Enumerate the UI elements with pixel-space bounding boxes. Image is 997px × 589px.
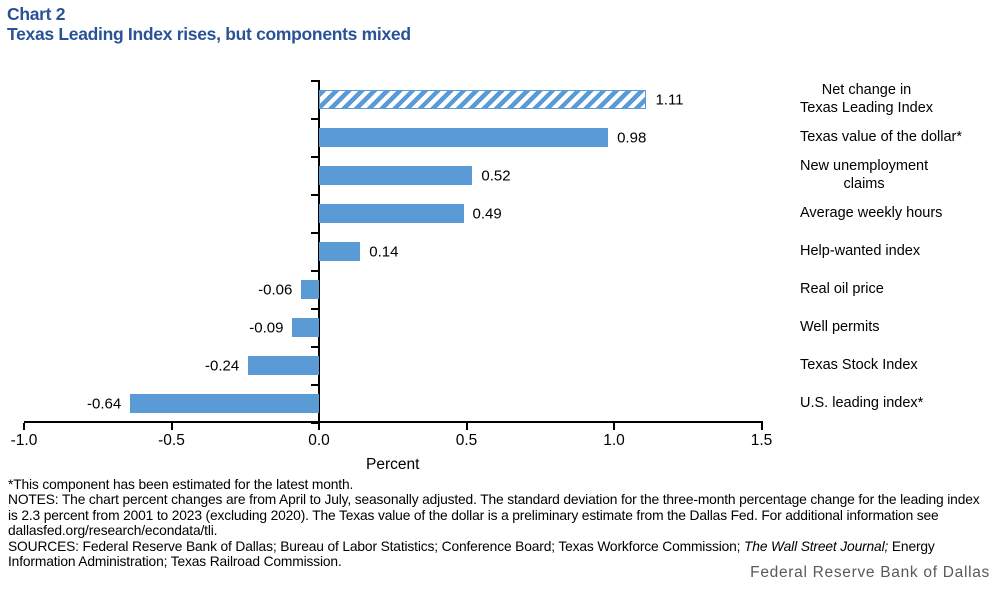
y-axis-tick [311,118,318,120]
category-label: Net change in Texas Leading Index [800,82,934,116]
x-axis-tick [613,423,615,430]
x-tick-label: 1.0 [603,432,625,449]
bar-hatched [319,90,647,109]
x-axis-tick [465,423,468,430]
y-axis-tick [311,270,318,272]
x-axis-tick [23,423,25,430]
category-label: Texas Stock Index [800,357,918,373]
x-tick-label: 1.5 [750,432,773,449]
sources-text-end: Energy Information Administration; Texas… [8,538,935,570]
chart-header: Chart 2 Texas Leading Index rises, but c… [7,4,411,44]
chart-title: Texas Leading Index rises, but component… [7,23,411,44]
footnote-sources: SOURCES: Federal Reserve Bank of Dallas;… [8,539,989,570]
bar [292,318,319,337]
footnote-asterisk: *This component has been estimated for t… [8,477,354,492]
bar [319,166,473,185]
y-axis-tick [311,384,318,386]
bar-value-label: 0.14 [369,243,399,260]
bar-value-label: -0.09 [249,319,284,336]
y-axis-tick [311,422,318,424]
y-axis-tick [311,194,318,196]
sources-text: SOURCES: Federal Reserve Bank of Dallas;… [8,538,745,554]
x-tick-label: 0.0 [308,432,330,449]
bar-value-label: -0.64 [87,395,122,412]
dallas-fed-wordmark: Federal Reserve Bank of Dallas [750,564,990,581]
sources-italic-text: The Wall Street Journal; [744,538,889,554]
bar-value-label: 0.52 [481,167,511,184]
bar [319,204,464,223]
x-axis-title: Percent [366,456,420,473]
bar [301,280,319,299]
y-axis-tick [311,308,318,310]
x-axis-line [24,421,763,423]
footnotes: *This component has been estimated for t… [8,477,989,569]
chart-number: Chart 2 [7,4,66,24]
bar-value-label: -0.24 [205,357,240,374]
category-label: Texas value of the dollar* [800,129,963,145]
bar [319,242,361,261]
bar-value-label: -0.06 [258,281,293,298]
x-tick-label: 0.5 [455,432,478,449]
x-axis-tick [760,423,763,430]
y-axis-tick [311,232,318,234]
bar-value-label: 0.98 [617,129,647,146]
x-axis-tick [318,423,320,430]
x-tick-label: -1.0 [10,432,38,449]
bar [319,128,609,147]
y-axis-tick [311,346,318,348]
category-label: New unemployment claims [800,158,929,192]
category-label: U.S. leading index* [800,395,924,411]
bar-value-label: 0.49 [472,205,502,222]
category-label: Help-wanted index [800,243,921,259]
y-axis-tick [311,156,318,158]
bar [248,356,319,375]
bar [130,394,319,413]
category-label: Well permits [800,319,880,335]
category-label: Real oil price [800,281,884,297]
footnote-notes: NOTES: The chart percent changes are fro… [8,492,980,539]
x-axis-tick [170,423,173,430]
bar-value-label: 1.11 [655,91,684,108]
category-label: Average weekly hours [800,205,943,221]
x-tick-label: -0.5 [158,432,185,449]
y-axis-tick [311,80,318,82]
